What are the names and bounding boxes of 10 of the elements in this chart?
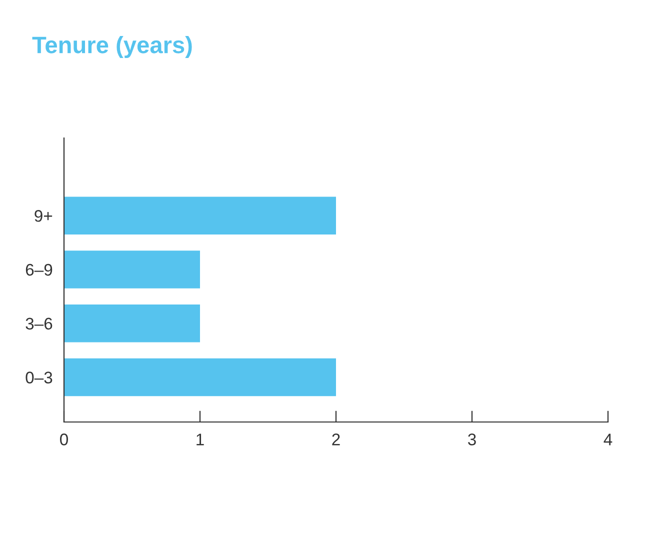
y-tick-label: 3–6 — [26, 318, 52, 330]
y-tick-label: 9+ — [34, 210, 52, 222]
chart-title: Tenure (years) — [32, 36, 192, 58]
x-tick-label: 3 — [468, 434, 476, 446]
x-tick-label: 2 — [332, 434, 340, 446]
y-tick-label: 0–3 — [26, 372, 52, 384]
x-tick-label: 1 — [196, 434, 204, 446]
y-tick-label: 6–9 — [26, 264, 52, 276]
x-tick-label: 0 — [60, 434, 68, 446]
x-tick-label: 4 — [604, 434, 612, 446]
